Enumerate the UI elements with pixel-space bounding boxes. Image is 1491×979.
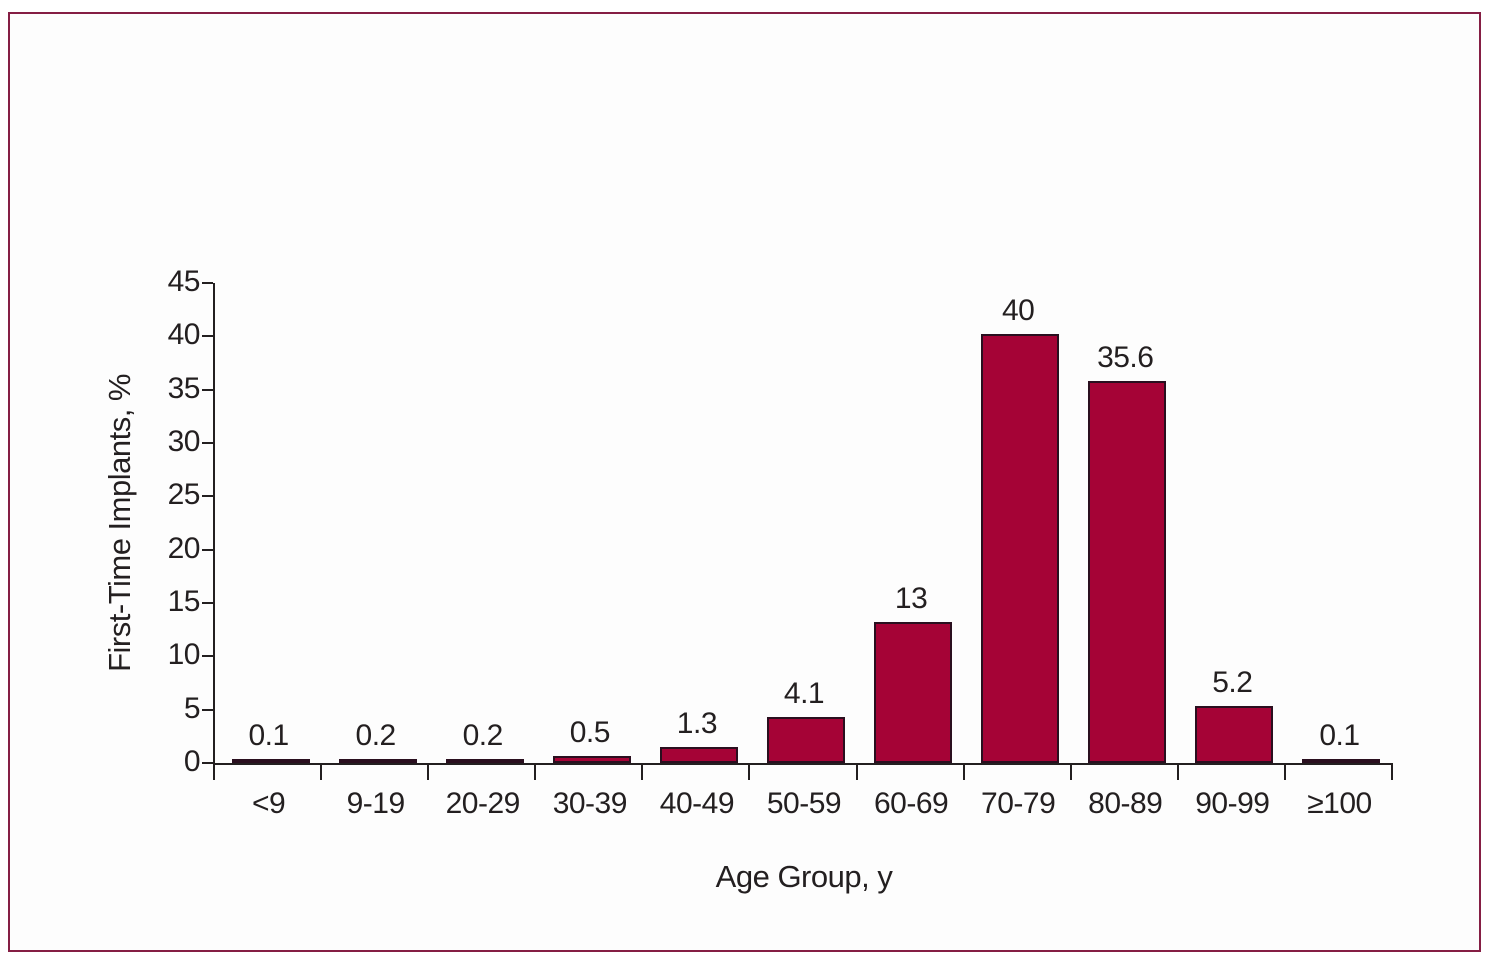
y-tick-label: 0 [183, 745, 201, 778]
bar [1302, 759, 1381, 763]
y-tick [202, 282, 213, 284]
y-tick [202, 708, 213, 711]
bar [767, 717, 845, 763]
bar [1088, 381, 1167, 763]
bar [231, 759, 310, 763]
y-tick [202, 602, 213, 604]
x-tick-label: 80-89 [1088, 787, 1163, 820]
y-tick [202, 335, 213, 338]
bar-value-label: 0.1 [1319, 719, 1360, 752]
bar [1195, 705, 1274, 763]
bar [659, 747, 738, 763]
figure-frame: First-Time Implants, % 0 5 10 15 20 25 30 35 40 4… [8, 12, 1481, 952]
x-tick [1070, 765, 1072, 780]
x-tick [1284, 765, 1286, 780]
bar-value-label: 40 [1001, 294, 1035, 328]
x-tick [427, 765, 429, 780]
y-axis-title: First-Time Implants, % [98, 283, 142, 763]
y-tick [202, 388, 213, 391]
y-axis-title-text: First-Time Implants, % [102, 374, 137, 672]
y-tick-label: 20 [167, 531, 201, 565]
x-tick-label: 30-39 [552, 787, 628, 820]
y-tick-label: 40 [167, 318, 201, 352]
x-tick-label: 40-49 [659, 787, 735, 820]
x-tick [1177, 765, 1179, 780]
bar-value-label: 35.6 [1097, 341, 1154, 375]
x-tick [534, 765, 536, 780]
y-tick-label: 5 [183, 691, 201, 725]
y-tick [202, 548, 213, 551]
bar [981, 334, 1060, 763]
bar-value-label: 13 [894, 582, 928, 616]
x-tick [1391, 765, 1393, 780]
y-tick-label: 25 [167, 478, 201, 512]
y-tick-label: 30 [167, 425, 201, 458]
bar [445, 758, 524, 763]
x-tick [320, 765, 322, 780]
bar [338, 758, 417, 763]
bar [552, 755, 631, 763]
x-tick-label: 70-79 [981, 787, 1056, 820]
y-tick-label: 45 [167, 265, 201, 298]
x-tick [213, 765, 215, 780]
x-tick [641, 765, 643, 780]
x-tick-label: ≥100 [1307, 787, 1372, 820]
y-tick [202, 442, 213, 444]
y-tick [202, 495, 213, 498]
x-tick [856, 765, 858, 780]
x-tick-label: 9-19 [346, 787, 406, 820]
bar-value-label: 5.2 [1212, 665, 1253, 699]
bar-value-label: 0.5 [569, 715, 611, 749]
y-tick [202, 655, 213, 658]
x-tick [963, 765, 965, 780]
y-tick-label: 10 [167, 638, 201, 672]
x-tick-label: <9 [251, 787, 286, 820]
chart-plot-area: 0 5 10 15 20 25 30 35 40 45 0.1 <9 0.2 9-19 0.2 20-29 0… [168, 267, 1393, 820]
bar-value-label: 0.2 [355, 718, 397, 752]
bar-value-label: 4.1 [783, 677, 825, 711]
x-tick-label: 50-59 [766, 787, 842, 820]
bar-value-label: 0.2 [462, 718, 504, 752]
x-axis-line [213, 763, 1393, 765]
x-tick-label: 90-99 [1195, 787, 1270, 820]
bar [874, 622, 953, 763]
bar-value-label: 0.1 [248, 719, 289, 752]
y-axis-line [213, 283, 215, 778]
x-axis-title: Age Group, y [715, 859, 893, 894]
x-tick-label: 60-69 [873, 787, 949, 820]
x-tick-label: 20-29 [445, 787, 521, 820]
y-tick-label: 15 [167, 585, 201, 618]
y-tick-label: 35 [167, 371, 201, 405]
x-tick [748, 765, 750, 780]
y-tick [202, 762, 213, 764]
bar-value-label: 1.3 [676, 707, 718, 741]
